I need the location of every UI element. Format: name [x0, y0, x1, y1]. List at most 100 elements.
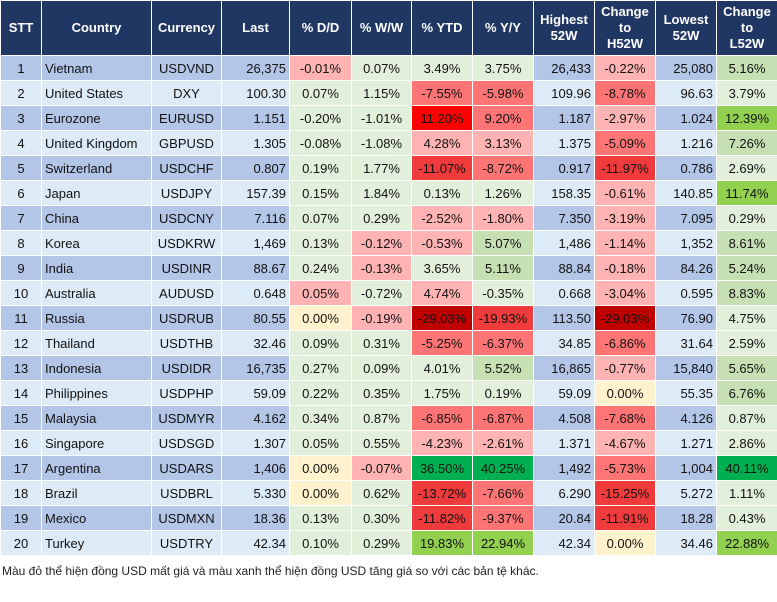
cell-currency: USDKRW: [151, 230, 222, 256]
cell-country: Malaysia: [41, 405, 152, 431]
cell-low: 1.216: [655, 130, 717, 156]
cell-cl: 12.39%: [716, 105, 777, 131]
cell-stt: 1: [0, 55, 42, 81]
header-country: Country: [41, 0, 152, 56]
cell-dd: 0.34%: [289, 405, 352, 431]
cell-ch: -2.97%: [594, 105, 656, 131]
cell-ch: -5.73%: [594, 455, 656, 481]
cell-cl: 0.87%: [716, 405, 777, 431]
table-row: 6 Japan USDJPY 157.39 0.15% 1.84% 0.13% 1.26% 15…: [0, 180, 777, 206]
cell-ch: -0.18%: [594, 255, 656, 281]
cell-last: 1.305: [221, 130, 290, 156]
cell-stt: 3: [0, 105, 42, 131]
cell-country: Brazil: [41, 480, 152, 506]
cell-country: Indonesia: [41, 355, 152, 381]
cell-ww: -0.13%: [351, 255, 412, 281]
cell-high: 0.917: [533, 155, 595, 181]
cell-ytd: 36.50%: [411, 455, 473, 481]
cell-stt: 2: [0, 80, 42, 106]
cell-high: 1.371: [533, 430, 595, 456]
cell-dd: 0.09%: [289, 330, 352, 356]
cell-low: 1,352: [655, 230, 717, 256]
cell-ww: 0.29%: [351, 530, 412, 556]
cell-currency: USDRUB: [151, 305, 222, 331]
table-row: 13 Indonesia USDIDR 16,735 0.27% 0.09% 4.01% 5.…: [0, 355, 777, 381]
cell-last: 5.330: [221, 480, 290, 506]
cell-dd: 0.24%: [289, 255, 352, 281]
cell-country: China: [41, 205, 152, 231]
cell-currency: AUDUSD: [151, 280, 222, 306]
cell-yy: -5.98%: [472, 80, 534, 106]
cell-high: 20.84: [533, 505, 595, 531]
cell-dd: 0.13%: [289, 505, 352, 531]
cell-stt: 18: [0, 480, 42, 506]
cell-dd: 0.10%: [289, 530, 352, 556]
cell-currency: DXY: [151, 80, 222, 106]
cell-stt: 17: [0, 455, 42, 481]
cell-last: 0.807: [221, 155, 290, 181]
table-row: 14 Philippines USDPHP 59.09 0.22% 0.35% 1.75% 0…: [0, 380, 777, 406]
cell-ytd: -13.72%: [411, 480, 473, 506]
cell-country: United States: [41, 80, 152, 106]
cell-ytd: 1.75%: [411, 380, 473, 406]
cell-high: 109.96: [533, 80, 595, 106]
cell-high: 34.85: [533, 330, 595, 356]
cell-last: 100.30: [221, 80, 290, 106]
cell-dd: 0.27%: [289, 355, 352, 381]
cell-dd: -0.08%: [289, 130, 352, 156]
cell-low: 25,080: [655, 55, 717, 81]
cell-ww: -0.19%: [351, 305, 412, 331]
cell-currency: USDCHF: [151, 155, 222, 181]
table-row: 15 Malaysia USDMYR 4.162 0.34% 0.87% -6.85% -6.…: [0, 405, 777, 431]
table-row: 1 Vietnam USDVND 26,375 -0.01% 0.07% 3.49% 3.75…: [0, 55, 777, 81]
cell-high: 16,865: [533, 355, 595, 381]
cell-last: 42.34: [221, 530, 290, 556]
cell-low: 1.024: [655, 105, 717, 131]
cell-ww: 0.07%: [351, 55, 412, 81]
cell-ww: 1.15%: [351, 80, 412, 106]
cell-last: 1,469: [221, 230, 290, 256]
header-ytd: % YTD: [411, 0, 473, 56]
table-row: 11 Russia USDRUB 80.55 0.00% -0.19% -29.03% -19…: [0, 305, 777, 331]
cell-cl: 1.11%: [716, 480, 777, 506]
cell-ytd: -4.23%: [411, 430, 473, 456]
cell-low: 140.85: [655, 180, 717, 206]
cell-country: Singapore: [41, 430, 152, 456]
cell-last: 80.55: [221, 305, 290, 331]
cell-cl: 5.24%: [716, 255, 777, 281]
cell-ytd: -5.25%: [411, 330, 473, 356]
cell-dd: 0.19%: [289, 155, 352, 181]
cell-yy: -6.37%: [472, 330, 534, 356]
cell-ytd: -11.82%: [411, 505, 473, 531]
cell-currency: USDVND: [151, 55, 222, 81]
header-high: Highest 52W: [533, 0, 595, 56]
cell-yy: 3.13%: [472, 130, 534, 156]
cell-last: 4.162: [221, 405, 290, 431]
cell-yy: 22.94%: [472, 530, 534, 556]
currency-table: STT Country Currency Last% D/D% W/W% YTD% Y…: [0, 0, 777, 556]
cell-low: 0.595: [655, 280, 717, 306]
cell-country: United Kingdom: [41, 130, 152, 156]
cell-ytd: 3.65%: [411, 255, 473, 281]
cell-high: 6.290: [533, 480, 595, 506]
cell-last: 16,735: [221, 355, 290, 381]
cell-dd: 0.00%: [289, 480, 352, 506]
cell-country: Eurozone: [41, 105, 152, 131]
cell-yy: 40.25%: [472, 455, 534, 481]
cell-stt: 10: [0, 280, 42, 306]
cell-stt: 7: [0, 205, 42, 231]
table-row: 19 Mexico USDMXN 18.36 0.13% 0.30% -11.82% -9.3…: [0, 505, 777, 531]
cell-ww: 0.55%: [351, 430, 412, 456]
cell-ch: -0.61%: [594, 180, 656, 206]
cell-ch: -6.86%: [594, 330, 656, 356]
cell-ww: 1.77%: [351, 155, 412, 181]
cell-country: India: [41, 255, 152, 281]
cell-low: 1.271: [655, 430, 717, 456]
cell-country: Russia: [41, 305, 152, 331]
cell-high: 0.668: [533, 280, 595, 306]
cell-country: Philippines: [41, 380, 152, 406]
cell-high: 113.50: [533, 305, 595, 331]
cell-ch: -29.03%: [594, 305, 656, 331]
cell-high: 26,433: [533, 55, 595, 81]
cell-yy: -19.93%: [472, 305, 534, 331]
